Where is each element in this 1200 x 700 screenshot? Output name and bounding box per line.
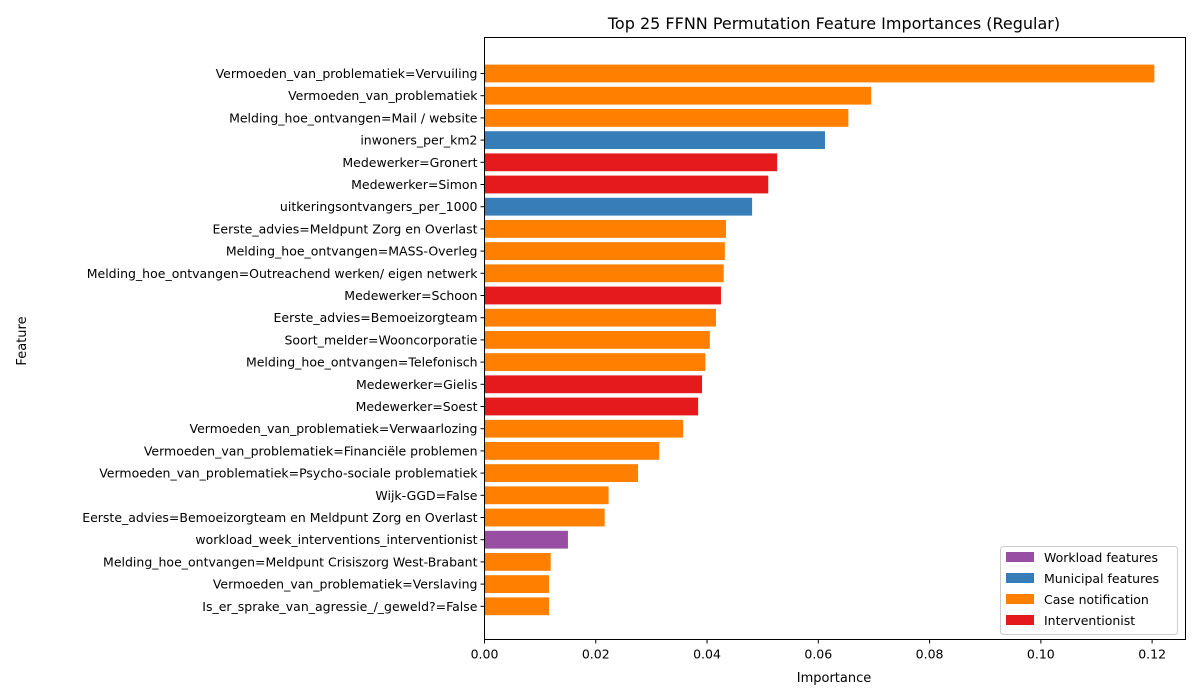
bar <box>484 175 769 194</box>
bar <box>484 397 699 416</box>
bar <box>484 131 825 149</box>
legend: Workload features Municipal features Case … <box>1000 546 1178 635</box>
x-tick-label: 0.10 <box>1027 647 1055 662</box>
bar <box>484 419 684 438</box>
y-tick-label: Medewerker=Soest <box>356 399 478 414</box>
bars-group <box>484 64 1155 616</box>
y-tick-label: Medewerker=Schoon <box>344 288 477 303</box>
y-tick-labels: Vermoeden_van_problematiek=Vervuiling Ver… <box>82 66 485 614</box>
bar <box>484 375 703 394</box>
legend-frame <box>1000 546 1178 635</box>
bar <box>484 553 551 571</box>
bar <box>484 308 716 327</box>
x-axis-label: Importance <box>797 671 872 686</box>
x-ticks: 0.00 0.02 0.04 0.06 0.08 0.10 0.12 <box>471 639 1166 662</box>
y-tick-label: Soort_melder=Wooncorporatie <box>284 332 477 347</box>
bar <box>484 197 753 216</box>
bar <box>484 442 660 460</box>
y-tick-label: Wijk-GGD=False <box>375 488 477 503</box>
legend-label: Workload features <box>1044 550 1158 565</box>
x-tick-label: 0.06 <box>804 647 832 662</box>
legend-label: Interventionist <box>1044 613 1135 628</box>
bar <box>484 286 721 305</box>
bar <box>484 153 778 172</box>
bar <box>484 109 849 127</box>
bar <box>484 220 726 238</box>
bar <box>484 353 706 371</box>
plot-frame <box>484 37 1186 640</box>
chart-title: Top 25 FFNN Permutation Feature Importan… <box>607 14 1060 33</box>
y-tick-label: Vermoeden_van_problematiek=Financiële pr… <box>144 443 478 458</box>
legend-swatch <box>1006 594 1034 604</box>
y-tick-label: Eerste_advies=Meldpunt Zorg en Overlast <box>213 221 478 236</box>
legend-swatch <box>1006 573 1034 583</box>
legend-label: Case notification <box>1044 592 1149 607</box>
x-tick-label: 0.12 <box>1138 647 1166 662</box>
y-axis-label: Feature <box>15 316 30 365</box>
x-tick-label: 0.00 <box>471 647 499 662</box>
y-tick-label: Melding_hoe_ontvangen=MASS-Overleg <box>226 244 478 259</box>
y-tick-label: Melding_hoe_ontvangen=Mail / website <box>229 110 478 125</box>
bar <box>484 264 724 283</box>
y-tick-label: uitkeringsontvangers_per_1000 <box>280 199 478 214</box>
bar <box>484 64 1155 83</box>
y-tick-label: Melding_hoe_ontvangen=Telefonisch <box>246 355 478 370</box>
y-tick-label: Eerste_advies=Bemoeizorgteam en Meldpunt… <box>82 510 477 525</box>
bar <box>484 464 639 482</box>
bar <box>484 530 568 549</box>
y-tick-label: Melding_hoe_ontvangen=Outreachend werken… <box>87 266 479 281</box>
bar <box>484 331 710 349</box>
y-tick-label: Is_er_sprake_van_agressie_/_geweld?=Fals… <box>202 599 478 614</box>
y-tick-label: Vermoeden_van_problematiek=Verwaarlozing <box>190 421 478 436</box>
y-tick-label: Vermoeden_van_problematiek=Vervuiling <box>216 66 478 81</box>
bar <box>484 597 550 616</box>
bar <box>484 86 872 105</box>
y-tick-label: Vermoeden_van_problematiek=Verslaving <box>213 577 478 592</box>
y-tick-label: Vermoeden_van_problematiek=Psycho-social… <box>99 466 478 481</box>
bar <box>484 575 550 593</box>
x-tick-label: 0.04 <box>693 647 721 662</box>
legend-label: Municipal features <box>1044 571 1159 586</box>
x-tick-label: 0.08 <box>916 647 944 662</box>
y-tick-label: Medewerker=Gronert <box>342 155 477 170</box>
bar <box>484 508 605 527</box>
y-tick-label: Vermoeden_van_problematiek <box>288 88 478 103</box>
y-tick-label: Medewerker=Simon <box>351 177 477 192</box>
y-tick-label: inwoners_per_km2 <box>360 133 477 148</box>
bar <box>484 486 609 505</box>
x-tick-label: 0.02 <box>582 647 610 662</box>
legend-swatch <box>1006 552 1034 562</box>
y-tick-label: workload_week_interventions_intervention… <box>195 532 477 547</box>
legend-swatch <box>1006 615 1034 625</box>
bar <box>484 242 725 260</box>
y-tick-label: Eerste_advies=Bemoeizorgteam <box>274 310 478 325</box>
y-tick-label: Melding_hoe_ontvangen=Meldpunt Crisiszor… <box>103 554 478 569</box>
y-tick-label: Medewerker=Gielis <box>356 377 478 392</box>
